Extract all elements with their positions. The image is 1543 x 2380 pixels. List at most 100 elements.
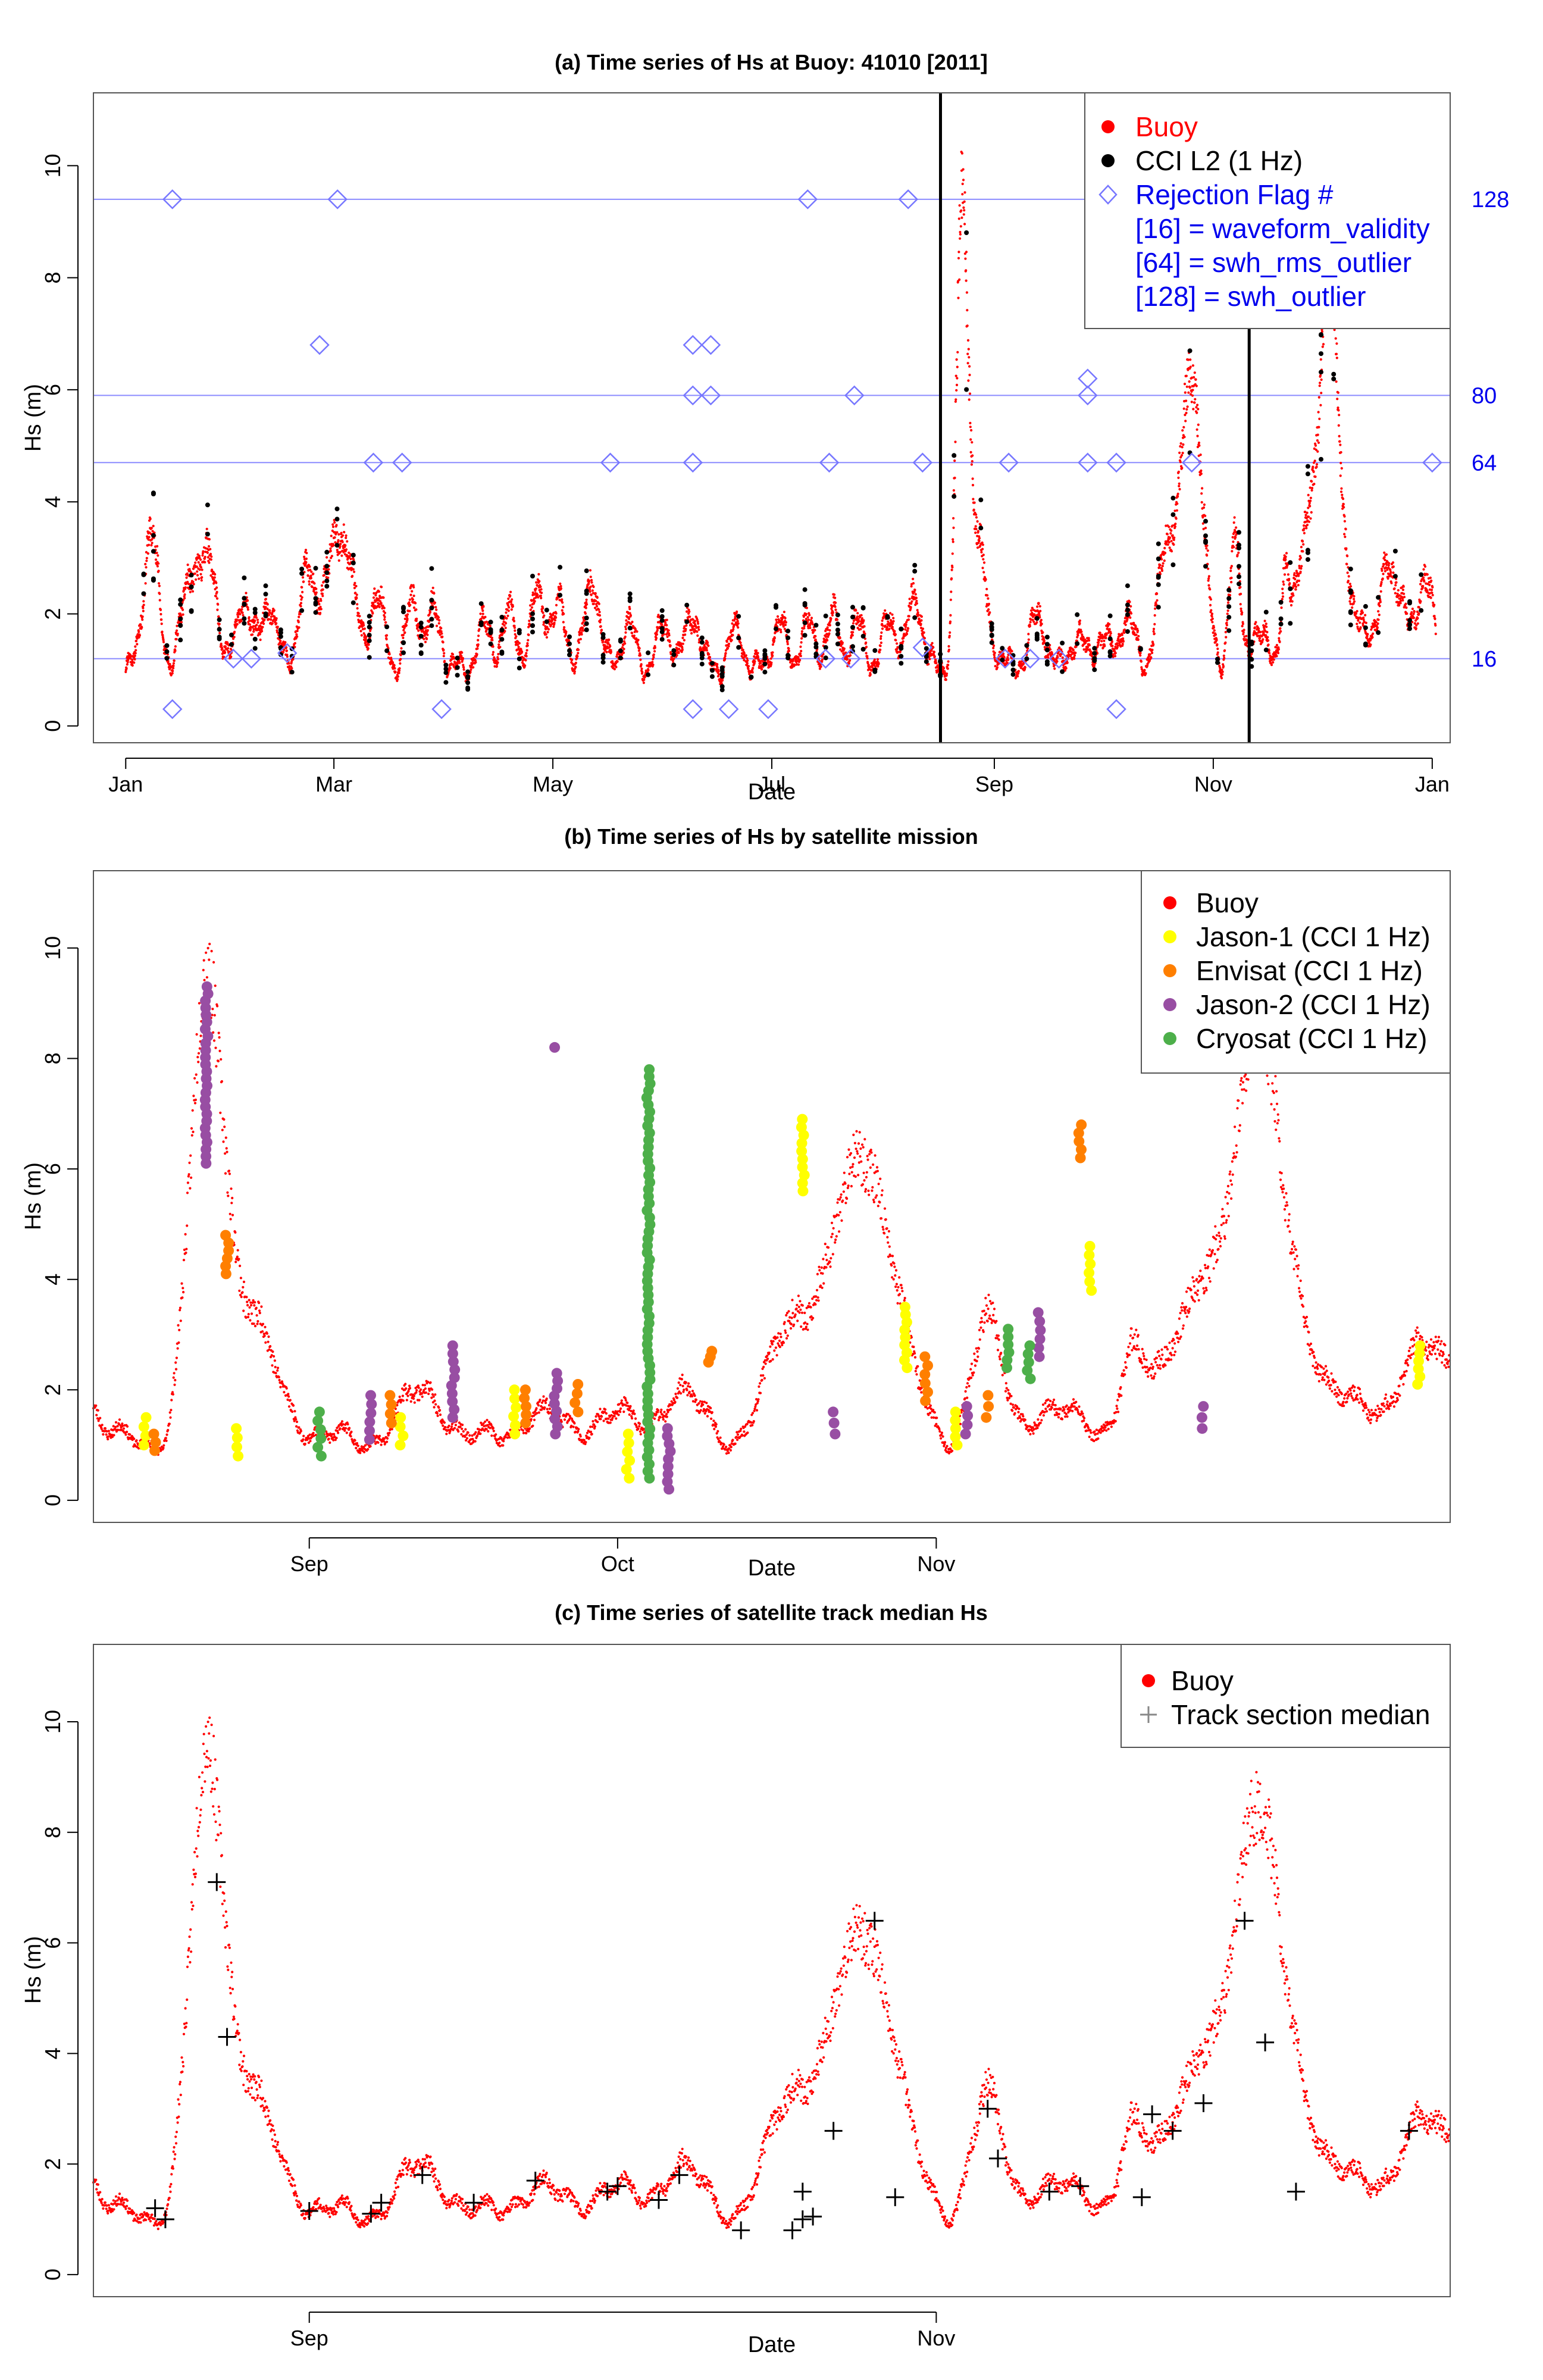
a-buoy-point [142,609,145,612]
a-buoy-point [1245,634,1248,637]
a-buoy-point [535,581,538,584]
a-buoy-point [192,567,195,570]
a-buoy-point [1282,580,1285,583]
a-buoy-point [1113,655,1117,658]
a-buoy-point [290,667,293,670]
a-buoy-point [753,660,756,663]
a-buoy-point [563,626,566,629]
a-buoy-point [295,633,298,636]
a-buoy-point [264,606,267,609]
a-buoy-point [972,508,975,511]
a-buoy-point [489,624,492,627]
a-buoy-point [594,592,597,595]
a-buoy-point [751,671,754,674]
a-buoy-point [561,598,564,601]
a-buoy-point [718,673,721,676]
a-buoy-point [1241,624,1244,628]
a-buoy-point [1047,656,1050,659]
a-buoy-point [315,587,318,590]
a-buoy-point [383,618,386,621]
a-buoy-point [285,646,288,649]
a-buoy-point [1213,629,1216,632]
a-buoy-point [1078,619,1081,622]
a-buoy-point [415,608,418,611]
a-buoy-point [809,626,812,630]
a-buoy-point [1231,536,1234,539]
a-buoy-point [458,661,461,664]
a-buoy-point [1353,600,1356,603]
a-buoy-point [705,646,708,649]
a-buoy-point [775,618,778,621]
a-buoy-point [1317,411,1320,414]
a-buoy-point [1134,626,1137,628]
a-buoy-point [422,637,425,640]
a-buoy-point [637,639,640,642]
a-buoy-point [907,627,910,630]
a-buoy-point [1345,547,1348,550]
a-buoy-point [696,634,699,637]
a-buoy-point [151,542,154,545]
a-buoy-point [916,611,919,614]
a-buoy-point [609,650,613,653]
a-buoy-point [814,634,817,638]
a-buoy-point [888,627,891,630]
a-buoy-point [330,556,333,559]
a-buoy-point [297,621,300,624]
a-buoy-point [497,643,500,646]
a-buoy-point [581,627,584,630]
a-buoy-point [1097,641,1100,644]
a-buoy-point [240,620,243,623]
a-buoy-point [200,579,203,582]
a-buoy-point [540,596,543,600]
a-buoy-point [1078,622,1081,625]
a-buoy-point [1287,573,1290,576]
a-buoy-point [1153,623,1156,626]
a-buoy-point [528,620,531,623]
a-buoy-point [367,643,370,646]
a-buoy-point [246,608,249,611]
a-buoy-point [1288,577,1291,581]
a-buoy-point [851,634,854,637]
a-buoy-point [384,621,387,624]
a-buoy-point [415,617,418,620]
a-buoy-point [1038,605,1041,608]
a-buoy-point [332,544,335,547]
a-buoy-point [971,460,974,463]
a-buoy-point [201,576,204,579]
a-buoy-point [1376,622,1379,625]
a-buoy-point [957,251,960,254]
a-buoy-point [1178,451,1181,454]
a-buoy-point [208,561,211,564]
a-buoy-point [955,358,958,361]
a-buoy-point [1224,641,1227,644]
a-buoy-point [538,580,541,583]
a-buoy-point [195,558,198,561]
a-buoy-point [526,644,529,647]
a-buoy-point [370,609,373,612]
a-buoy-point [981,567,984,570]
a-buoy-point [1170,540,1173,543]
a-buoy-point [1300,567,1303,570]
a-buoy-point [1318,417,1321,420]
a-buoy-point [372,596,375,599]
a-buoy-point [517,646,520,649]
a-buoy-point [724,652,727,655]
a-buoy-point [339,551,342,553]
a-buoy-point [405,624,408,627]
a-buoy-point [301,590,304,594]
a-buoy-point [518,642,521,645]
a-buoy-point [744,654,747,657]
a-buoy-point [1111,645,1114,648]
a-buoy-point [521,650,524,653]
a-buoy-point [306,574,309,577]
a-buoy-point [952,526,955,529]
a-buoy-point [286,655,289,658]
a-buoy-point [199,558,202,561]
a-buoy-point [1215,639,1218,642]
a-buoy-point [1122,640,1125,643]
a-buoy-point [799,645,802,648]
a-buoy-point [1224,631,1227,634]
a-buoy-point [311,586,314,589]
a-buoy-point [1319,404,1322,406]
a-buoy-point [1196,434,1199,437]
